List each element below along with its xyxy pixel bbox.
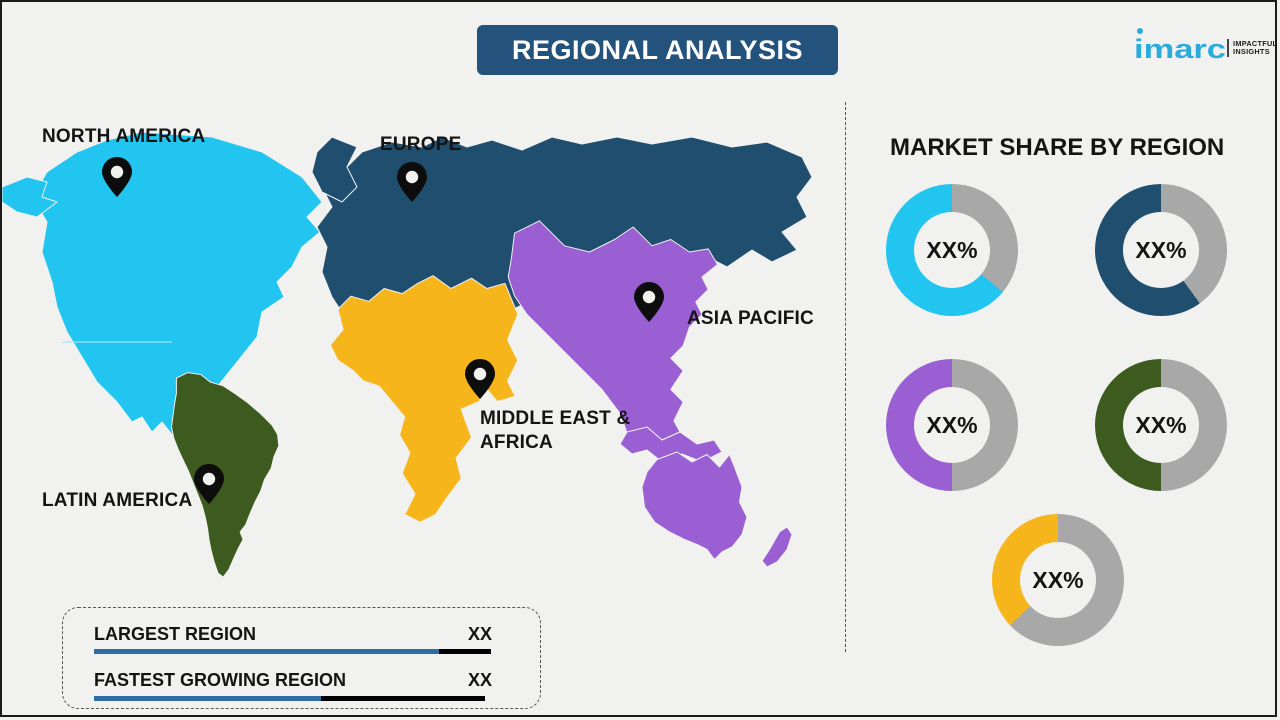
svg-text:INSIGHTS: INSIGHTS — [1233, 47, 1270, 56]
svg-text:imarc: imarc — [1134, 34, 1226, 64]
